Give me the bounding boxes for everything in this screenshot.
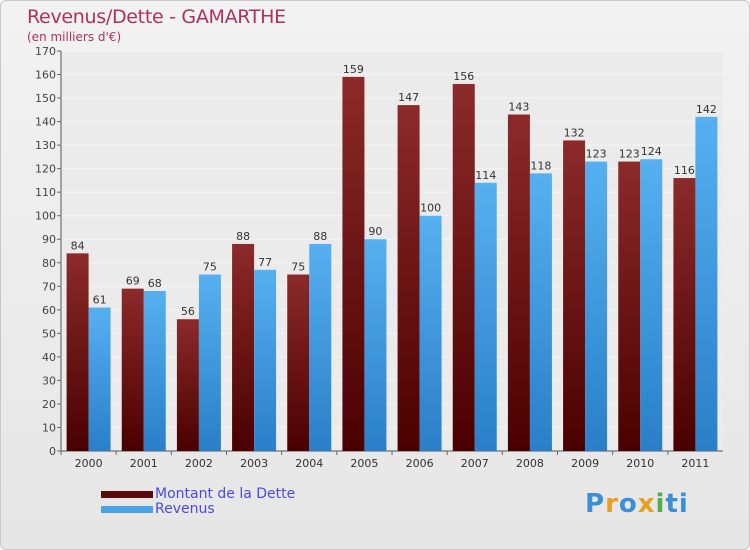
data-label: 88 (313, 230, 327, 243)
y-tick-label: 50 (42, 327, 56, 340)
bar-dette (397, 105, 420, 451)
data-label: 142 (696, 103, 717, 116)
legend-swatch-revenus (101, 506, 153, 513)
data-label: 114 (475, 169, 496, 182)
y-tick-label: 170 (35, 45, 56, 58)
legend-swatch-dette (101, 491, 153, 498)
bar-revenus (419, 215, 442, 451)
legend-label-revenus: Revenus (155, 501, 215, 517)
data-label: 100 (420, 202, 441, 215)
y-tick-label: 130 (35, 139, 56, 152)
y-tick-label: 120 (35, 163, 56, 176)
bar-dette (618, 161, 641, 451)
data-label: 116 (674, 164, 695, 177)
y-tick-label: 100 (35, 210, 56, 223)
bar-revenus (474, 182, 497, 451)
logo-letter: r (605, 489, 619, 519)
data-label: 147 (398, 91, 419, 104)
x-tick-label: 2001 (130, 457, 158, 470)
data-label: 124 (641, 145, 662, 158)
y-tick-label: 40 (42, 351, 56, 364)
x-tick-label: 2003 (240, 457, 268, 470)
y-tick-label: 90 (42, 233, 56, 246)
data-label: 69 (126, 275, 140, 288)
y-tick-label: 80 (42, 257, 56, 270)
logo-letter: i (655, 489, 666, 519)
y-tick-label: 140 (35, 116, 56, 129)
bar-revenus (309, 243, 332, 451)
data-label: 123 (586, 148, 607, 161)
bar-dette (121, 288, 144, 451)
bar-dette (342, 76, 365, 451)
x-tick-label: 2004 (295, 457, 323, 470)
x-tick-label: 2009 (571, 457, 599, 470)
proxiti-logo: Proxiti (585, 489, 689, 519)
x-tick-label: 2010 (626, 457, 654, 470)
chart-subtitle: (en milliers d'€) (27, 30, 122, 44)
y-tick-label: 0 (49, 445, 56, 458)
data-label: 68 (148, 277, 162, 290)
bar-revenus (585, 161, 608, 451)
logo-letter: P (585, 489, 606, 519)
logo-letter: ti (665, 489, 689, 519)
data-label: 123 (619, 148, 640, 161)
legend-label-dette: Montant de la Dette (155, 486, 296, 502)
plot-area (61, 51, 723, 451)
bar-dette (232, 243, 255, 451)
y-tick-label: 110 (35, 186, 56, 199)
logo-letter: x (637, 489, 656, 519)
bar-dette (507, 114, 530, 451)
data-label: 77 (258, 256, 272, 269)
data-label: 56 (181, 305, 195, 318)
x-tick-label: 2007 (461, 457, 489, 470)
data-label: 132 (564, 126, 585, 139)
x-tick-label: 2000 (75, 457, 103, 470)
bar-dette (452, 83, 475, 452)
bar-dette (287, 274, 310, 451)
data-label: 75 (203, 261, 217, 274)
logo-letter: o (618, 489, 638, 519)
chart-title: Revenus/Dette - GAMARTHE (27, 6, 286, 28)
y-tick-label: 60 (42, 304, 56, 317)
y-tick-label: 30 (42, 374, 56, 387)
x-tick-label: 2011 (681, 457, 709, 470)
bar-revenus (695, 116, 718, 451)
y-tick-label: 20 (42, 398, 56, 411)
bar-revenus (143, 291, 166, 451)
data-label: 90 (368, 225, 382, 238)
y-tick-label: 70 (42, 280, 56, 293)
bar-revenus (529, 173, 552, 451)
y-tick-label: 10 (42, 421, 56, 434)
data-label: 88 (236, 230, 250, 243)
bar-revenus (254, 269, 277, 451)
bar-dette (563, 140, 586, 452)
bar-dette (176, 319, 199, 451)
x-tick-label: 2002 (185, 457, 213, 470)
y-tick-label: 150 (35, 92, 56, 105)
x-tick-label: 2008 (516, 457, 544, 470)
data-label: 143 (508, 101, 529, 114)
x-tick-label: 2006 (406, 457, 434, 470)
bar-revenus (88, 307, 111, 451)
bar-revenus (198, 274, 221, 451)
y-tick-label: 160 (35, 69, 56, 82)
data-label: 61 (93, 293, 107, 306)
bar-revenus (364, 239, 387, 451)
data-label: 75 (291, 261, 305, 274)
data-label: 159 (343, 63, 364, 76)
bar-dette (673, 178, 696, 451)
bar-revenus (640, 159, 663, 451)
data-label: 156 (453, 70, 474, 83)
bar-dette (66, 253, 89, 451)
x-tick-label: 2005 (350, 457, 378, 470)
data-label: 84 (71, 239, 85, 252)
data-label: 118 (530, 159, 551, 172)
